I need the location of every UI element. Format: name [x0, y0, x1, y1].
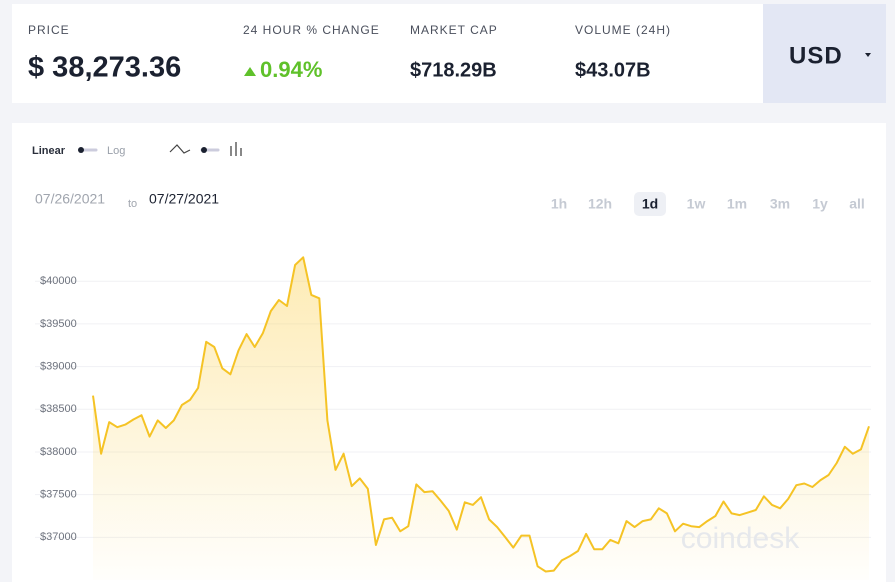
currency[interactable]: USD: [789, 42, 843, 69]
price: $ 38,273.36: [28, 52, 181, 84]
range-active: [634, 192, 666, 216]
y-tick-label: $40000: [40, 275, 77, 287]
market-cap-label: MARKET CAP: [410, 23, 498, 37]
y-tick-label: $39500: [40, 318, 77, 330]
price-line: [92, 256, 870, 573]
toggle-knob: [78, 147, 84, 153]
range-button[interactable]: 1d: [642, 196, 658, 212]
range-button[interactable]: all: [849, 196, 865, 212]
change-label: 24 HOUR % CHANGE: [243, 23, 380, 37]
date-from[interactable]: 07/26/2021: [35, 191, 105, 207]
date-to[interactable]: 07/27/2021: [149, 191, 219, 207]
y-tick-label: $38500: [40, 403, 77, 415]
date-to-word: to: [128, 198, 137, 210]
toggle-knob: [201, 147, 207, 153]
linear-toggle[interactable]: Linear: [32, 145, 66, 157]
area-fill: [93, 257, 869, 580]
y-tick-label: $39000: [40, 360, 77, 372]
range-button[interactable]: 1m: [727, 196, 747, 212]
volume: $43.07B: [575, 59, 651, 81]
bar-icon[interactable]: [230, 142, 242, 156]
up-arrow: [244, 67, 256, 76]
range-button[interactable]: 1w: [687, 196, 706, 212]
range-button[interactable]: 12h: [588, 196, 612, 212]
y-tick-label: $37000: [40, 531, 77, 543]
market-cap: $718.29B: [410, 59, 497, 81]
log-toggle[interactable]: Log: [107, 145, 125, 157]
line-icon[interactable]: [169, 144, 191, 154]
watermark: coindesk: [681, 522, 800, 555]
header-card: [12, 4, 886, 103]
volume-label: VOLUME (24H): [575, 23, 671, 37]
caret: [865, 53, 871, 57]
range-button[interactable]: 3m: [770, 196, 790, 212]
price-label: PRICE: [28, 23, 70, 37]
y-tick-label: $38000: [40, 446, 77, 458]
range-button[interactable]: 1y: [812, 196, 828, 212]
change: 0.94%: [260, 57, 322, 82]
range-button[interactable]: 1h: [551, 196, 567, 212]
y-tick-label: $37500: [40, 489, 77, 501]
